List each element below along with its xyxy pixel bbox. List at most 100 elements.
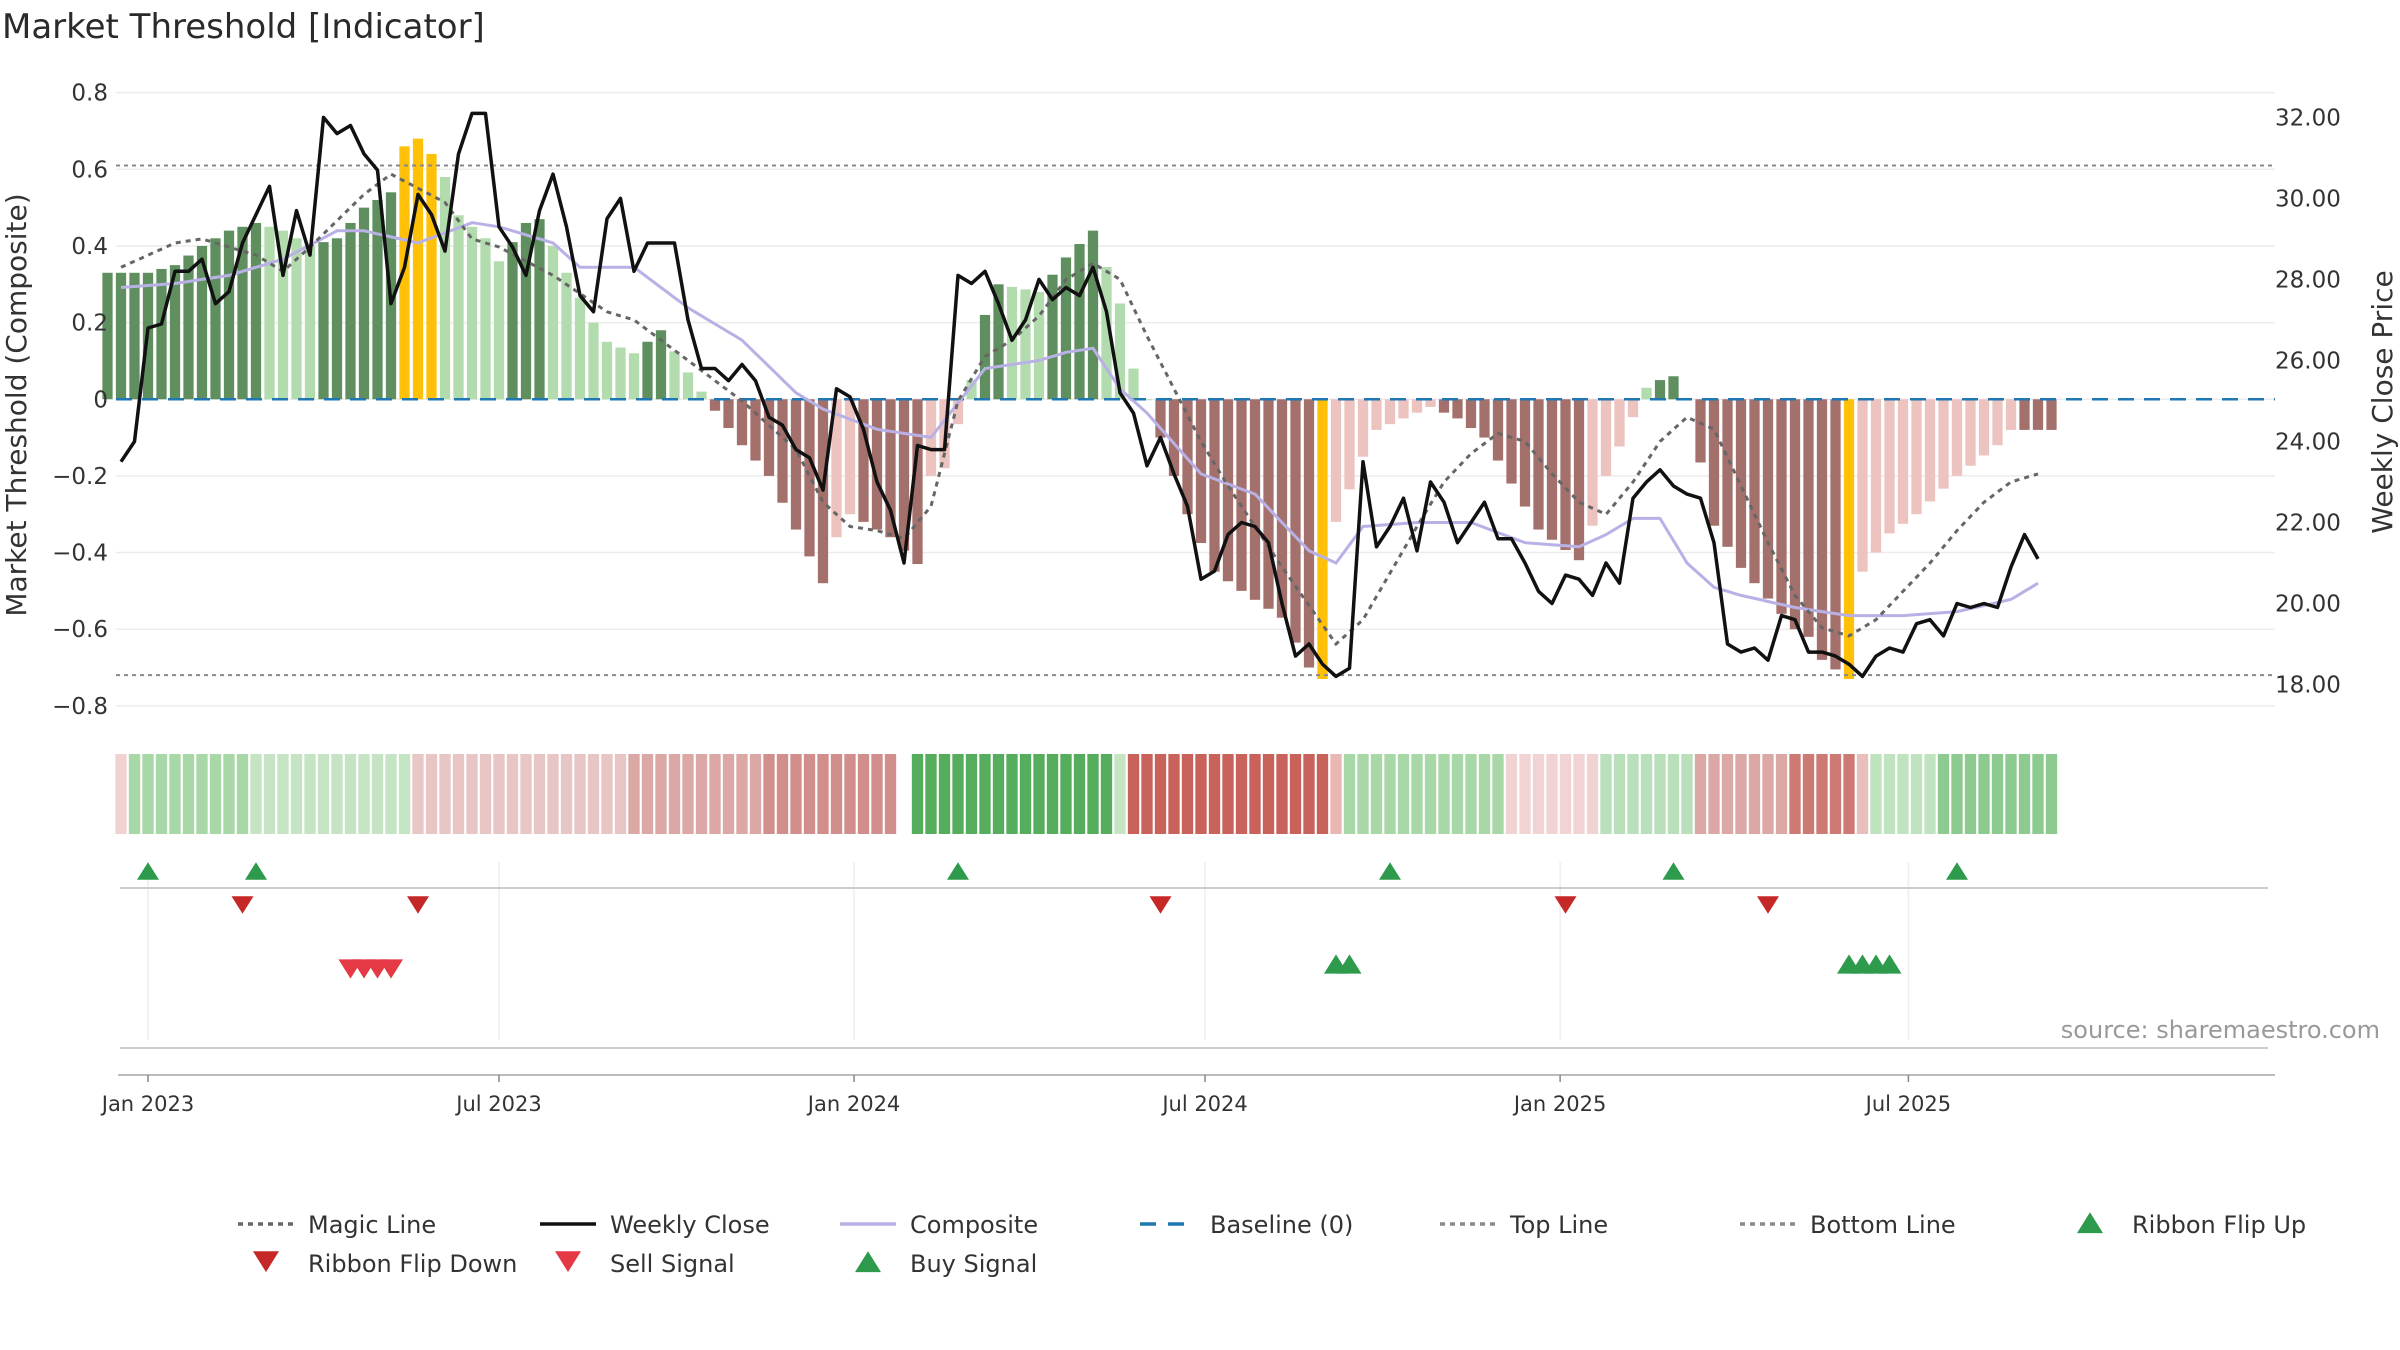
right-axis: 32.00 30.00 28.00 26.00 24.00 22.00 20.00 18.00 — [2275, 105, 2341, 698]
ribbon-cell — [1667, 754, 1680, 834]
composite-bar — [979, 314, 991, 400]
ribbon-cell — [1060, 754, 1072, 834]
composite-bar — [1965, 399, 1976, 466]
composite-bar — [466, 226, 478, 400]
composite-bar — [858, 399, 869, 522]
x-axis: Jan 2023 Jul 2023 Jan 2024 Jul 2024 Jan 2025… — [100, 1074, 2275, 1116]
ribbon-cell — [803, 754, 816, 834]
ribbon-cell — [830, 754, 843, 834]
composite-bar — [1465, 399, 1477, 428]
ribbon-cell — [1478, 754, 1491, 834]
composite-bar — [345, 222, 356, 400]
composite-bar — [1816, 399, 1828, 660]
legend-item: Weekly Close — [540, 1211, 770, 1239]
composite-bar — [1020, 289, 1031, 400]
ribbon-cell — [1303, 754, 1315, 834]
composite-bar — [1627, 399, 1639, 418]
legend-swatch — [253, 1251, 279, 1273]
ribbon-cell — [1897, 754, 1909, 834]
ribbon-cell — [1289, 754, 1302, 834]
composite-bar — [1384, 399, 1396, 425]
composite-bar — [480, 238, 491, 400]
series-lines — [116, 111, 2275, 679]
ribbon-cell — [1978, 754, 1990, 834]
legend-label: Ribbon Flip Down — [308, 1250, 517, 1278]
ribbon-cell — [682, 754, 694, 834]
legend-swatch — [855, 1251, 881, 1273]
composite-bar — [1006, 286, 1018, 400]
ribbon-cell — [1235, 754, 1248, 834]
composite-bar — [736, 399, 748, 446]
ribbon-cell — [263, 754, 276, 834]
ribbon-cell — [722, 754, 735, 834]
legend-label: Baseline (0) — [1210, 1211, 1353, 1239]
ribbon-cell — [2018, 754, 2031, 834]
ribbon-cell — [1870, 754, 1882, 834]
composite-bar — [628, 353, 640, 400]
composite-bar — [1492, 399, 1504, 461]
ribbon-flip-up-marker — [1662, 862, 1685, 880]
ribbon-cell — [385, 754, 397, 834]
composite-bar — [1222, 399, 1234, 582]
composite-bar — [898, 399, 910, 551]
legend-label: Sell Signal — [610, 1250, 735, 1278]
right-tick-label: 18.00 — [2275, 672, 2341, 698]
composite-bar — [358, 207, 370, 400]
composite-bar — [1330, 399, 1342, 522]
composite-bar — [1047, 274, 1058, 400]
composite-bar — [912, 399, 923, 565]
ribbon-cell — [587, 754, 600, 834]
ribbon-cell — [1357, 754, 1369, 834]
composite-bar — [574, 297, 586, 400]
ribbon-cell — [2005, 754, 2017, 834]
composite-bar — [1276, 399, 1288, 618]
ribbon-cell — [1451, 754, 1464, 834]
source-text: source: sharemaestro.com — [2061, 1016, 2380, 1044]
ribbon-cell — [736, 754, 748, 834]
ribbon-cell — [1343, 754, 1356, 834]
legend-label: Top Line — [1509, 1211, 1608, 1239]
right-axis-title: Weekly Close Price — [2366, 270, 2399, 533]
right-tick-label: 20.00 — [2275, 591, 2341, 617]
ribbon-flip-up-marker — [137, 862, 159, 880]
ribbon-cell — [1073, 754, 1086, 834]
composite-bar — [223, 230, 235, 400]
composite-bar — [1114, 303, 1126, 400]
ribbon-cell — [1492, 754, 1504, 834]
ribbon-cell — [1546, 754, 1558, 834]
composite-bar — [1803, 399, 1814, 637]
ribbon-cell — [439, 754, 451, 834]
ribbon-cell — [1883, 754, 1896, 834]
composite-bar — [993, 284, 1004, 400]
composite-bar — [493, 261, 505, 400]
right-tick-label: 22.00 — [2275, 510, 2341, 536]
ribbon-cell — [560, 754, 573, 834]
ribbon-cell — [1951, 754, 1963, 834]
legend-item: Magic Line — [238, 1211, 436, 1239]
ribbon-cell — [1181, 754, 1194, 834]
legend-label: Bottom Line — [1810, 1211, 1956, 1239]
right-tick-label: 28.00 — [2275, 267, 2341, 293]
ribbon-cell — [1856, 754, 1869, 834]
ribbon-cell — [398, 754, 411, 834]
ribbon-flip-down-marker — [1149, 896, 1172, 914]
ribbon-cell — [331, 754, 343, 834]
composite-bar — [1695, 399, 1706, 463]
left-tick-label: 0.6 — [71, 157, 108, 183]
ribbon-cell — [749, 754, 762, 834]
right-tick-label: 26.00 — [2275, 348, 2341, 374]
ribbon-cell — [209, 754, 222, 834]
legend-item: Baseline (0) — [1140, 1211, 1353, 1239]
ribbon-cell — [277, 754, 289, 834]
ribbon-cell — [1937, 754, 1950, 834]
composite-bar — [1762, 399, 1774, 599]
ribbon-cell — [128, 754, 141, 834]
ribbon-cell — [614, 754, 627, 834]
composite-bar — [885, 399, 896, 538]
ribbon-cell — [425, 754, 438, 834]
ribbon-cell — [1100, 754, 1113, 834]
ribbon-cell — [412, 754, 424, 834]
ribbon-cell — [358, 754, 370, 834]
composite-bar — [561, 272, 572, 400]
composite-bar — [655, 330, 667, 400]
